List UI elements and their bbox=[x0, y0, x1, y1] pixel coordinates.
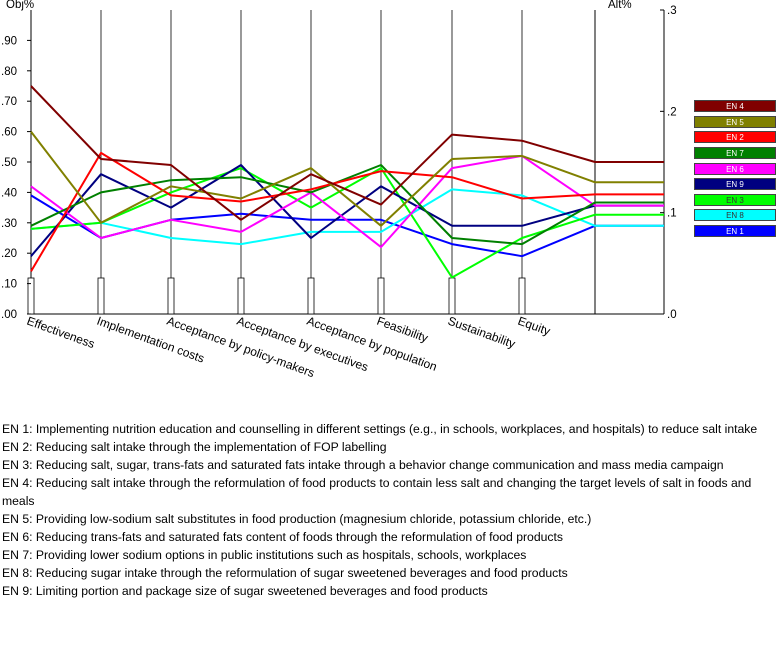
category-axis-box bbox=[448, 277, 456, 315]
left-tick-label: .60 bbox=[1, 127, 17, 139]
left-axis-title: Obj% bbox=[6, 0, 34, 11]
series-line-en5 bbox=[30, 130, 664, 227]
notes: EN 1: Implementing nutrition education a… bbox=[2, 420, 774, 600]
left-tick-label: .20 bbox=[1, 248, 17, 260]
right-tick-label: .0 bbox=[667, 309, 677, 321]
legend-item: EN 1 bbox=[694, 225, 776, 238]
left-tick-label: .90 bbox=[1, 35, 17, 47]
series-line-en1 bbox=[30, 194, 664, 258]
category-label: Effectiveness bbox=[25, 314, 97, 351]
legend-item: EN 2 bbox=[694, 131, 776, 144]
series-line-en6 bbox=[30, 154, 664, 249]
right-axis-title: Alt% bbox=[608, 0, 632, 11]
note-item: EN 3: Reducing salt, sugar, trans-fats a… bbox=[2, 458, 724, 472]
left-tick-label: .00 bbox=[1, 309, 17, 321]
series-line-en7 bbox=[30, 164, 664, 246]
category-axis-box bbox=[518, 277, 526, 315]
category-label: Sustainability bbox=[446, 314, 517, 351]
legend-item: EN 7 bbox=[694, 146, 776, 159]
series-line-en9 bbox=[30, 164, 664, 257]
note-item: EN 7: Providing lower sodium options in … bbox=[2, 548, 527, 562]
legend-item: EN 5 bbox=[694, 115, 776, 128]
note-item: EN 8: Reducing sugar intake through the … bbox=[2, 566, 568, 580]
category-axis-box bbox=[307, 277, 315, 315]
category-axis-box bbox=[167, 277, 175, 315]
left-tick-label: .10 bbox=[1, 279, 17, 291]
series-line-en3 bbox=[30, 167, 664, 279]
note-item: EN 6: Reducing trans-fats and saturated … bbox=[2, 530, 563, 544]
legend-item: EN 6 bbox=[694, 162, 776, 175]
note-item: EN 1: Implementing nutrition education a… bbox=[2, 422, 758, 436]
left-tick-label: .40 bbox=[1, 187, 17, 199]
category-axis-box bbox=[377, 277, 385, 315]
note-item: EN 2: Reducing salt intake through the i… bbox=[2, 440, 387, 454]
category-label: Equity bbox=[516, 314, 552, 339]
category-axis-box bbox=[237, 277, 245, 315]
left-tick-label: .70 bbox=[1, 96, 17, 108]
series-line-en8 bbox=[30, 188, 664, 246]
note-item: EN 5: Providing low-sodium salt substitu… bbox=[2, 512, 592, 526]
category-axis-box bbox=[97, 277, 105, 315]
legend: EN 4 EN 5 EN 2 EN 7 EN 6 EN 9 EN 3 EN 8 EN 1 bbox=[694, 100, 776, 241]
right-tick-label: .3 bbox=[667, 5, 677, 17]
legend-item: EN 9 bbox=[694, 178, 776, 191]
note-item: EN 9: Limiting portion and package size … bbox=[2, 584, 488, 598]
right-tick-label: .2 bbox=[667, 106, 677, 118]
left-tick-label: .30 bbox=[1, 218, 17, 230]
legend-item: EN 4 bbox=[694, 100, 776, 112]
left-tick-label: .80 bbox=[1, 66, 17, 78]
left-tick-label: .50 bbox=[1, 157, 17, 169]
legend-item: EN 3 bbox=[694, 193, 776, 206]
chart: .00.10.20.30.40.50.60.70.80.90 .0.1.2.3 … bbox=[1, 0, 677, 380]
legend-item: EN 8 bbox=[694, 209, 776, 222]
series-line-en2 bbox=[30, 151, 664, 272]
right-tick-label: .1 bbox=[667, 208, 677, 220]
note-item: EN 4: Reducing salt intake through the r… bbox=[2, 476, 752, 508]
series-line-en4 bbox=[30, 85, 664, 221]
